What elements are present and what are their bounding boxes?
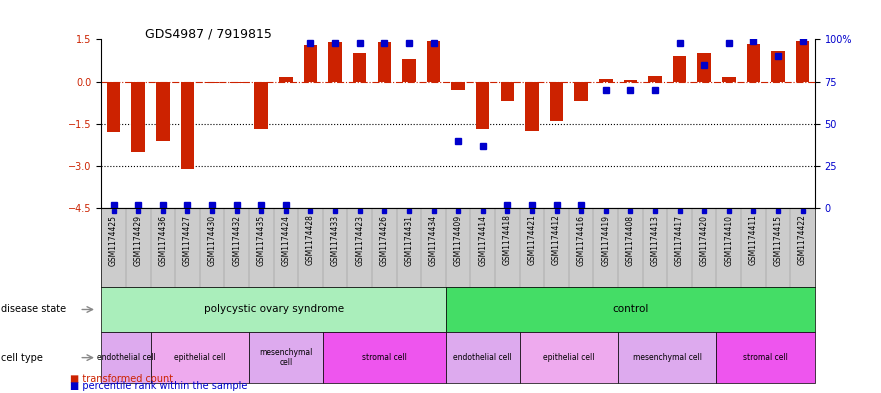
Text: GSM1174431: GSM1174431 xyxy=(404,215,413,266)
Text: GSM1174416: GSM1174416 xyxy=(577,215,586,266)
Text: GSM1174418: GSM1174418 xyxy=(503,215,512,265)
Bar xyxy=(249,332,322,383)
Bar xyxy=(574,82,588,101)
Bar xyxy=(716,332,815,383)
Text: cell type: cell type xyxy=(1,353,43,363)
Text: GSM1174415: GSM1174415 xyxy=(774,215,782,266)
Bar xyxy=(525,82,538,131)
Text: GSM1174424: GSM1174424 xyxy=(281,215,291,266)
Text: GSM1174426: GSM1174426 xyxy=(380,215,389,266)
Text: mesenchymal cell: mesenchymal cell xyxy=(633,353,702,362)
Bar xyxy=(101,332,151,383)
Text: GSM1174435: GSM1174435 xyxy=(256,215,266,266)
Bar xyxy=(746,44,760,82)
Text: GSM1174423: GSM1174423 xyxy=(355,215,364,266)
Text: endothelial cell: endothelial cell xyxy=(454,353,512,362)
Bar xyxy=(329,42,342,82)
Text: epithelial cell: epithelial cell xyxy=(174,353,226,362)
Bar xyxy=(322,332,446,383)
Bar xyxy=(156,82,170,141)
Bar xyxy=(279,77,292,82)
Bar xyxy=(500,82,515,101)
Text: stromal cell: stromal cell xyxy=(362,353,407,362)
Text: GSM1174427: GSM1174427 xyxy=(183,215,192,266)
Text: control: control xyxy=(612,305,648,314)
Text: GSM1174436: GSM1174436 xyxy=(159,215,167,266)
Bar xyxy=(107,82,121,132)
Text: disease state: disease state xyxy=(1,305,66,314)
Bar xyxy=(520,332,618,383)
Text: GDS4987 / 7919815: GDS4987 / 7919815 xyxy=(145,28,272,40)
Text: GSM1174409: GSM1174409 xyxy=(454,215,463,266)
Bar xyxy=(101,287,446,332)
Bar xyxy=(446,287,815,332)
Text: GSM1174417: GSM1174417 xyxy=(675,215,684,266)
Bar xyxy=(230,82,243,83)
Text: GSM1174434: GSM1174434 xyxy=(429,215,438,266)
Bar xyxy=(181,82,194,169)
Bar xyxy=(550,82,563,121)
Text: GSM1174425: GSM1174425 xyxy=(109,215,118,266)
Bar xyxy=(624,80,637,82)
Bar xyxy=(255,82,268,129)
Bar xyxy=(131,82,145,152)
Text: endothelial cell: endothelial cell xyxy=(97,353,155,362)
Text: GSM1174414: GSM1174414 xyxy=(478,215,487,266)
Text: GSM1174429: GSM1174429 xyxy=(134,215,143,266)
Text: epithelial cell: epithelial cell xyxy=(543,353,595,362)
Text: polycystic ovary syndrome: polycystic ovary syndrome xyxy=(204,305,344,314)
Bar xyxy=(378,42,391,82)
Bar xyxy=(476,82,490,129)
Text: GSM1174432: GSM1174432 xyxy=(233,215,241,266)
Text: GSM1174422: GSM1174422 xyxy=(798,215,807,265)
Bar xyxy=(446,332,520,383)
Text: GSM1174433: GSM1174433 xyxy=(330,215,339,266)
Bar xyxy=(771,51,785,82)
Bar xyxy=(402,59,416,82)
Text: GSM1174412: GSM1174412 xyxy=(552,215,561,265)
Text: GSM1174411: GSM1174411 xyxy=(749,215,758,265)
Bar xyxy=(353,53,366,82)
Text: GSM1174428: GSM1174428 xyxy=(306,215,315,265)
Text: stromal cell: stromal cell xyxy=(744,353,788,362)
Bar xyxy=(722,77,736,82)
Bar xyxy=(304,45,317,82)
Bar xyxy=(599,79,612,82)
Bar xyxy=(618,332,716,383)
Bar xyxy=(451,82,465,90)
Bar xyxy=(151,332,249,383)
Text: ■ percentile rank within the sample: ■ percentile rank within the sample xyxy=(70,382,248,391)
Text: GSM1174419: GSM1174419 xyxy=(601,215,611,266)
Text: ■ transformed count: ■ transformed count xyxy=(70,375,174,384)
Bar xyxy=(648,76,662,82)
Text: GSM1174410: GSM1174410 xyxy=(724,215,733,266)
Text: GSM1174408: GSM1174408 xyxy=(626,215,635,266)
Text: GSM1174420: GSM1174420 xyxy=(700,215,708,266)
Bar xyxy=(796,41,810,82)
Text: mesenchymal
cell: mesenchymal cell xyxy=(259,348,313,367)
Text: GSM1174430: GSM1174430 xyxy=(208,215,217,266)
Bar xyxy=(673,56,686,82)
Bar xyxy=(698,53,711,82)
Text: GSM1174421: GSM1174421 xyxy=(528,215,537,265)
Bar xyxy=(205,82,218,83)
Bar xyxy=(426,41,440,82)
Text: GSM1174413: GSM1174413 xyxy=(650,215,660,266)
